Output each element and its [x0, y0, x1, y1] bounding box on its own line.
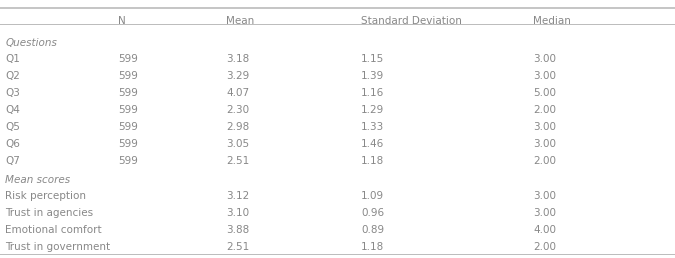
Text: 1.09: 1.09 [361, 191, 384, 201]
Text: Trust in agencies: Trust in agencies [5, 208, 94, 218]
Text: 3.00: 3.00 [533, 139, 556, 149]
Text: 3.12: 3.12 [226, 191, 249, 201]
Text: 2.00: 2.00 [533, 242, 556, 252]
Text: 1.46: 1.46 [361, 139, 384, 149]
Text: Q7: Q7 [5, 156, 20, 166]
Text: Emotional comfort: Emotional comfort [5, 225, 102, 235]
Text: Questions: Questions [5, 38, 57, 48]
Text: Q1: Q1 [5, 54, 20, 64]
Text: Q5: Q5 [5, 122, 20, 132]
Text: Q3: Q3 [5, 88, 20, 98]
Text: Mean: Mean [226, 16, 254, 26]
Text: 3.00: 3.00 [533, 54, 556, 64]
Text: Q6: Q6 [5, 139, 20, 149]
Text: 599: 599 [118, 122, 138, 132]
Text: 2.51: 2.51 [226, 242, 249, 252]
Text: 3.00: 3.00 [533, 191, 556, 201]
Text: 3.18: 3.18 [226, 54, 249, 64]
Text: 1.15: 1.15 [361, 54, 384, 64]
Text: 3.00: 3.00 [533, 208, 556, 218]
Text: 0.96: 0.96 [361, 208, 384, 218]
Text: 3.00: 3.00 [533, 122, 556, 132]
Text: 3.29: 3.29 [226, 71, 249, 81]
Text: 1.16: 1.16 [361, 88, 384, 98]
Text: Trust in government: Trust in government [5, 242, 111, 252]
Text: 599: 599 [118, 88, 138, 98]
Text: Median: Median [533, 16, 571, 26]
Text: 4.07: 4.07 [226, 88, 249, 98]
Text: Q2: Q2 [5, 71, 20, 81]
Text: 3.88: 3.88 [226, 225, 249, 235]
Text: 3.05: 3.05 [226, 139, 249, 149]
Text: 1.18: 1.18 [361, 242, 384, 252]
Text: 3.10: 3.10 [226, 208, 249, 218]
Text: 2.98: 2.98 [226, 122, 249, 132]
Text: 0.89: 0.89 [361, 225, 384, 235]
Text: 3.00: 3.00 [533, 71, 556, 81]
Text: 599: 599 [118, 54, 138, 64]
Text: 5.00: 5.00 [533, 88, 556, 98]
Text: 2.51: 2.51 [226, 156, 249, 166]
Text: 2.00: 2.00 [533, 156, 556, 166]
Text: 4.00: 4.00 [533, 225, 556, 235]
Text: 1.18: 1.18 [361, 156, 384, 166]
Text: 2.00: 2.00 [533, 105, 556, 115]
Text: Risk perception: Risk perception [5, 191, 86, 201]
Text: 2.30: 2.30 [226, 105, 249, 115]
Text: 1.33: 1.33 [361, 122, 384, 132]
Text: N: N [118, 16, 126, 26]
Text: Mean scores: Mean scores [5, 175, 70, 185]
Text: 599: 599 [118, 139, 138, 149]
Text: 599: 599 [118, 156, 138, 166]
Text: Standard Deviation: Standard Deviation [361, 16, 462, 26]
Text: 599: 599 [118, 71, 138, 81]
Text: Q4: Q4 [5, 105, 20, 115]
Text: 1.39: 1.39 [361, 71, 384, 81]
Text: 599: 599 [118, 105, 138, 115]
Text: 1.29: 1.29 [361, 105, 384, 115]
